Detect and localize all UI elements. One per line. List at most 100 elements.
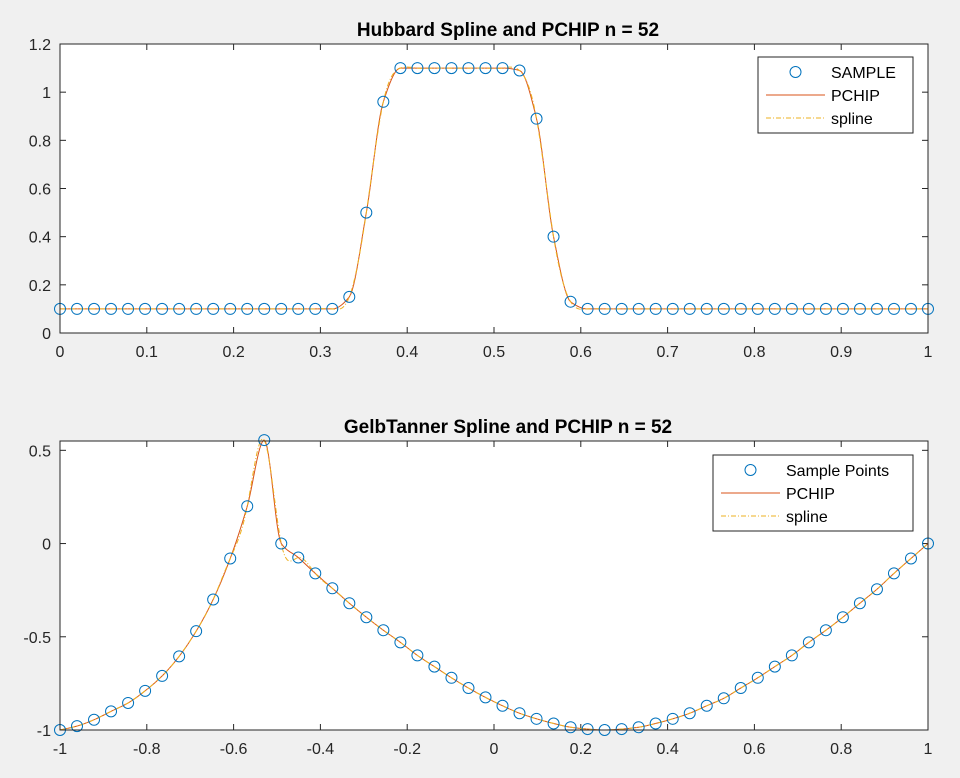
sample-point xyxy=(496,699,509,712)
sample-point xyxy=(904,302,917,315)
sample-point xyxy=(190,302,203,315)
x-tick-label: 0.2 xyxy=(570,741,592,758)
sample-point xyxy=(547,717,560,730)
x-tick-label: 1 xyxy=(924,344,933,361)
sample-point xyxy=(428,660,441,673)
sample-point xyxy=(122,302,135,315)
sample-point xyxy=(241,500,254,513)
x-tick-label: -0.4 xyxy=(307,741,335,758)
sample-point xyxy=(530,112,543,125)
y-tick-label: -0.5 xyxy=(23,630,51,647)
x-tick-label: 0.9 xyxy=(830,344,852,361)
axes-box xyxy=(59,43,929,334)
x-tick-label: 0 xyxy=(490,741,499,758)
spline-line xyxy=(59,438,929,731)
sample-point xyxy=(292,302,305,315)
sample-point xyxy=(71,720,84,733)
sample-point xyxy=(394,636,407,649)
sample-point xyxy=(139,302,152,315)
sample-point xyxy=(513,64,526,77)
y-tick-label: -1 xyxy=(37,723,51,740)
sample-point xyxy=(71,302,84,315)
x-tick-label: 0.7 xyxy=(656,344,678,361)
sample-point xyxy=(377,624,390,637)
sample-point xyxy=(309,302,322,315)
sample-point xyxy=(462,682,475,695)
sample-point xyxy=(462,62,475,75)
sample-point xyxy=(207,593,220,606)
sample-point xyxy=(241,302,254,315)
subplot-1: 0 0.1 0.2 0.3 0.4 0.5 0.6 0.7 0.8 0.9 1 0 0.2 0.4 0.6 0… xyxy=(29,20,934,361)
sample-point xyxy=(717,302,730,315)
sample-point xyxy=(683,302,696,315)
sample-point xyxy=(479,62,492,75)
sample-point xyxy=(411,62,424,75)
legend: SAMPLE PCHIP spline xyxy=(757,56,914,134)
sample-point xyxy=(530,712,543,725)
sample-point xyxy=(666,302,679,315)
x-tick-label: 0.6 xyxy=(743,741,765,758)
x-tick-label: -1 xyxy=(53,741,67,758)
x-tick-label: 0.1 xyxy=(136,344,158,361)
sample-point xyxy=(258,434,271,447)
sample-point xyxy=(819,624,832,637)
sample-point xyxy=(156,302,169,315)
sample-point xyxy=(751,302,764,315)
sample-point xyxy=(88,713,101,726)
sample-point xyxy=(887,302,900,315)
y-tick-label: 1.2 xyxy=(29,37,51,54)
sample-point xyxy=(479,691,492,704)
spline-line xyxy=(60,66,928,310)
sample-point xyxy=(853,302,866,315)
sample-point xyxy=(547,230,560,243)
x-tick-label: 0.2 xyxy=(222,344,244,361)
y-tick-label: 0.4 xyxy=(29,230,51,247)
sample-point xyxy=(700,699,713,712)
sample-point xyxy=(445,62,458,75)
chart-title: Hubbard Spline and PCHIP n = 52 xyxy=(357,20,659,41)
sample-point xyxy=(785,302,798,315)
sample-point xyxy=(666,712,679,725)
sample-point xyxy=(904,552,917,565)
sample-point xyxy=(224,552,237,565)
sample-point xyxy=(411,649,424,662)
sample-point xyxy=(445,671,458,684)
x-tick-label: 0 xyxy=(56,344,65,361)
sample-point xyxy=(207,302,220,315)
sample-point xyxy=(734,682,747,695)
x-tick-label: 1 xyxy=(924,741,933,758)
sample-point xyxy=(326,302,339,315)
sample-point xyxy=(649,302,662,315)
sample-point xyxy=(564,295,577,308)
sample-point xyxy=(564,721,577,734)
sample-point xyxy=(615,302,628,315)
sample-point xyxy=(819,302,832,315)
sample-point xyxy=(173,302,186,315)
legend: Sample Points PCHIP spline xyxy=(712,454,914,532)
sample-point xyxy=(343,290,356,303)
sample-point xyxy=(785,649,798,662)
sample-point xyxy=(717,692,730,705)
sample-point xyxy=(598,302,611,315)
sample-point xyxy=(802,636,815,649)
sample-point xyxy=(258,302,271,315)
axes-box xyxy=(59,440,929,731)
sample-point xyxy=(173,650,186,663)
sample-point xyxy=(615,723,628,736)
y-tick-label: 0.6 xyxy=(29,182,51,199)
legend-label: SAMPLE xyxy=(831,65,896,82)
x-tick-label: 0.4 xyxy=(656,741,678,758)
sample-point xyxy=(632,721,645,734)
sample-point xyxy=(377,95,390,108)
legend-label: PCHIP xyxy=(831,88,880,105)
sample-point xyxy=(360,611,373,624)
legend-label: PCHIP xyxy=(786,486,835,503)
x-tick-label: 0.5 xyxy=(483,344,505,361)
sample-point xyxy=(649,717,662,730)
sample-point xyxy=(853,597,866,610)
x-tick-label: 0.8 xyxy=(743,344,765,361)
x-tick-label: -0.8 xyxy=(133,741,161,758)
sample-point xyxy=(190,625,203,638)
sample-point xyxy=(275,302,288,315)
subplot-2: -1 -0.8 -0.6 -0.4 -0.2 0 0.2 0.4 0.6 0.8 1 -1 -0.5 0 0… xyxy=(23,417,934,758)
